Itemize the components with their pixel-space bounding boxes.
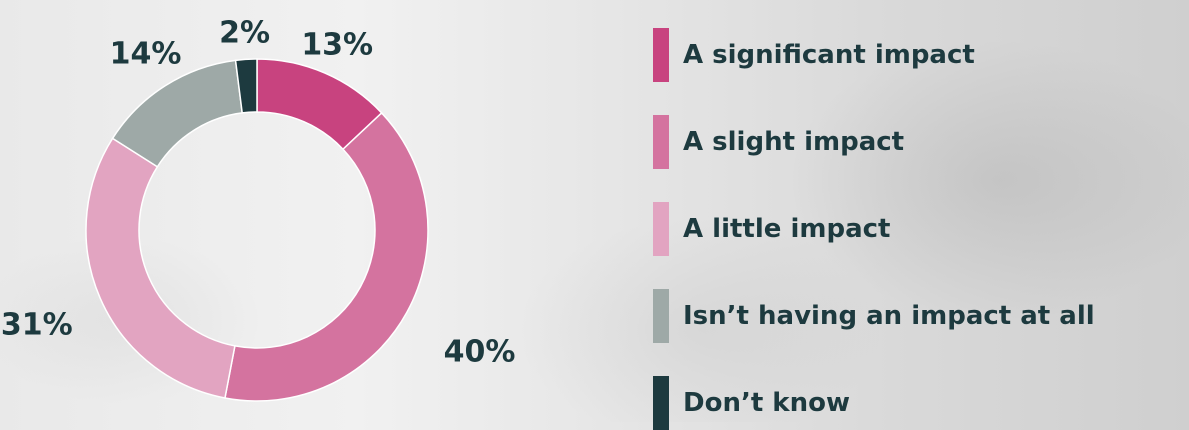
legend-swatch	[653, 202, 669, 256]
value-label: 14%	[109, 36, 182, 72]
value-label: 2%	[219, 15, 271, 51]
legend-label: Isn’t having an impact at all	[683, 301, 1095, 331]
value-label: 31%	[0, 307, 73, 343]
legend-label: A little impact	[683, 214, 891, 244]
donut-slice	[85, 137, 236, 399]
legend-item: Isn’t having an impact at all	[653, 289, 1173, 343]
donut-slice	[111, 59, 244, 168]
legend-item: A slight impact	[653, 115, 1173, 169]
legend-label: Don’t know	[683, 388, 850, 418]
legend-label: A significant impact	[683, 40, 975, 70]
donut-slice	[224, 111, 429, 402]
legend-item: Don’t know	[653, 376, 1173, 430]
donut-chart	[85, 58, 429, 402]
legend-label: A slight impact	[683, 127, 905, 157]
legend-item: A little impact	[653, 202, 1173, 256]
legend-item: A significant impact	[653, 28, 1173, 82]
legend-swatch	[653, 376, 669, 430]
value-label: 40%	[443, 334, 516, 370]
legend-swatch	[653, 115, 669, 169]
value-label: 13%	[301, 27, 374, 63]
donut-slice	[234, 58, 258, 114]
legend-swatch	[653, 28, 669, 82]
legend-swatch	[653, 289, 669, 343]
